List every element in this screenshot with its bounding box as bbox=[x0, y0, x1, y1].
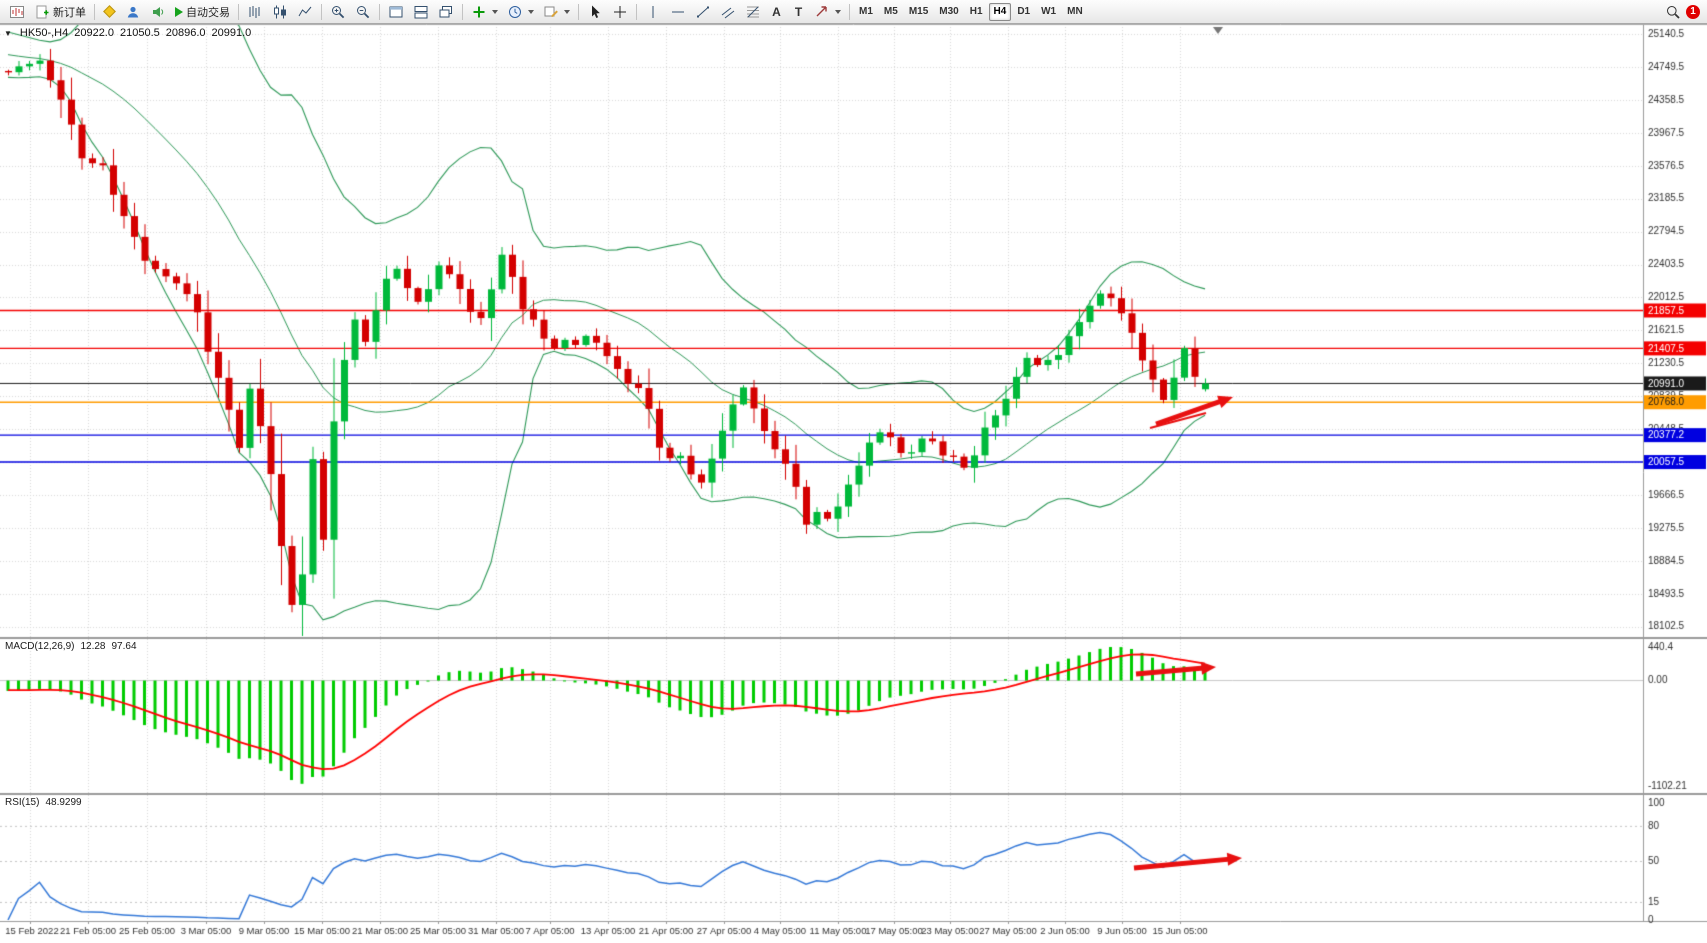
person-icon bbox=[127, 6, 139, 17]
macd-signal-value: 97.64 bbox=[111, 641, 137, 652]
dropdown-caret-icon bbox=[492, 9, 498, 14]
sounds-button[interactable] bbox=[146, 2, 170, 22]
new-order-button[interactable]: 新订单 bbox=[30, 2, 90, 22]
arrows-tool-button[interactable] bbox=[810, 2, 845, 22]
candlestick-icon bbox=[274, 5, 286, 18]
cursor-tool-button[interactable] bbox=[583, 2, 607, 22]
fibonacci-icon bbox=[747, 6, 759, 17]
chart-close-value: 20991.0 bbox=[211, 27, 252, 39]
crosshair-tool-button[interactable] bbox=[608, 2, 632, 22]
rsi-indicator-label: RSI(15) 48.9299 bbox=[5, 797, 82, 808]
label-tool-icon: T bbox=[794, 4, 803, 19]
add-indicator-button[interactable] bbox=[467, 2, 502, 22]
horizontal-line-icon bbox=[672, 11, 684, 12]
tile-windows-icon bbox=[414, 5, 428, 18]
main-toolbar: 新订单 自动交易 bbox=[0, 0, 1707, 24]
zoom-in-icon bbox=[332, 5, 345, 18]
timeframe-d1-button[interactable]: D1 bbox=[1017, 6, 1031, 17]
toolbar-separator bbox=[238, 3, 239, 20]
timeframe-m15-button[interactable]: M15 bbox=[908, 6, 929, 17]
auto-trading-label: 自动交易 bbox=[186, 6, 230, 19]
crosshair-icon bbox=[614, 5, 626, 18]
chart-window-icon[interactable] bbox=[5, 2, 29, 22]
dropdown-caret-icon bbox=[528, 9, 534, 14]
chart-high-value: 21050.5 bbox=[119, 27, 160, 39]
timeframe-m30-button[interactable]: M30 bbox=[939, 6, 959, 17]
periods-button[interactable] bbox=[503, 2, 538, 22]
equidistant-channel-icon bbox=[721, 7, 735, 18]
metaquotes-button[interactable] bbox=[99, 2, 120, 22]
templates-button[interactable] bbox=[539, 2, 574, 22]
channel-tool-button[interactable] bbox=[716, 2, 740, 22]
cascade-windows-icon bbox=[439, 5, 452, 17]
cursor-icon bbox=[592, 5, 600, 18]
line-chart-button[interactable] bbox=[293, 2, 317, 22]
new-window-button[interactable] bbox=[384, 2, 408, 22]
line-chart-icon bbox=[298, 6, 312, 16]
dropdown-caret-icon bbox=[564, 9, 570, 14]
search-icon[interactable] bbox=[1665, 4, 1681, 20]
timeframe-w1-button[interactable]: W1 bbox=[1041, 6, 1057, 17]
chart-low-value: 20896.0 bbox=[165, 27, 206, 39]
new-order-label: 新订单 bbox=[53, 6, 86, 19]
toolbar-separator bbox=[462, 3, 463, 20]
timeframe-h4-button[interactable]: H4 bbox=[988, 2, 1012, 21]
macd-main-value: 12.28 bbox=[80, 641, 106, 652]
timeframe-m1-button[interactable]: M1 bbox=[859, 6, 873, 17]
new-order-icon bbox=[36, 5, 49, 18]
toolbar-separator bbox=[849, 3, 850, 20]
speaker-icon bbox=[153, 6, 164, 17]
candlestick-chart-button[interactable] bbox=[268, 2, 292, 22]
chart-open-value: 20922.0 bbox=[74, 27, 114, 39]
toolbar-separator bbox=[321, 3, 322, 20]
timeframe-mn-button[interactable]: MN bbox=[1067, 6, 1083, 17]
notification-badge[interactable]: 1 bbox=[1686, 4, 1700, 19]
zoom-out-icon bbox=[357, 5, 370, 18]
rsi-title: RSI(15) bbox=[5, 797, 40, 808]
tile-windows-button[interactable] bbox=[409, 2, 433, 22]
trendline-icon bbox=[697, 6, 709, 17]
toolbar-separator bbox=[636, 3, 637, 20]
horizontal-line-tool-button[interactable] bbox=[666, 2, 690, 22]
chart-window-glyph bbox=[10, 5, 24, 18]
macd-title: MACD(12,26,9) bbox=[5, 641, 75, 652]
timeframe-m5-button[interactable]: M5 bbox=[883, 6, 898, 17]
toolbar-separator bbox=[94, 3, 95, 20]
clock-icon bbox=[509, 5, 521, 18]
dropdown-caret-icon bbox=[835, 9, 841, 14]
text-tool-button[interactable]: A bbox=[766, 2, 787, 22]
auto-trading-button[interactable]: 自动交易 bbox=[171, 2, 234, 22]
cascade-windows-button[interactable] bbox=[434, 2, 458, 22]
community-button[interactable] bbox=[121, 2, 145, 22]
zoom-out-button[interactable] bbox=[351, 2, 375, 22]
toolbar-separator bbox=[379, 3, 380, 20]
bar-chart-button[interactable] bbox=[243, 2, 267, 22]
chart-symbol-period: HK50-,H4 bbox=[19, 27, 69, 39]
text-tool-icon: A bbox=[772, 4, 781, 19]
chart-title: ▼ HK50-,H4 20922.0 21050.5 20896.0 20991… bbox=[4, 27, 251, 39]
new-window-icon bbox=[389, 6, 403, 17]
templates-icon bbox=[544, 6, 558, 17]
vertical-line-icon bbox=[652, 5, 654, 18]
toolbar-separator bbox=[578, 3, 579, 20]
diamond-icon bbox=[103, 5, 116, 18]
vertical-line-tool-button[interactable] bbox=[641, 2, 665, 22]
toolbar-right-group: 1 bbox=[1665, 4, 1702, 20]
label-tool-button[interactable]: T bbox=[788, 2, 809, 22]
rsi-value: 48.9299 bbox=[45, 797, 82, 808]
arrows-tool-icon bbox=[816, 5, 827, 16]
zoom-in-button[interactable] bbox=[326, 2, 350, 22]
macd-indicator-label: MACD(12,26,9) 12.28 97.64 bbox=[5, 641, 137, 652]
play-icon bbox=[175, 6, 183, 17]
fibonacci-tool-button[interactable] bbox=[741, 2, 765, 22]
timeframe-h1-button[interactable]: H1 bbox=[969, 6, 983, 17]
collapse-triangle-icon: ▼ bbox=[4, 29, 12, 38]
bar-chart-icon bbox=[249, 5, 260, 18]
add-indicator-icon bbox=[473, 6, 485, 17]
trendline-tool-button[interactable] bbox=[691, 2, 715, 22]
